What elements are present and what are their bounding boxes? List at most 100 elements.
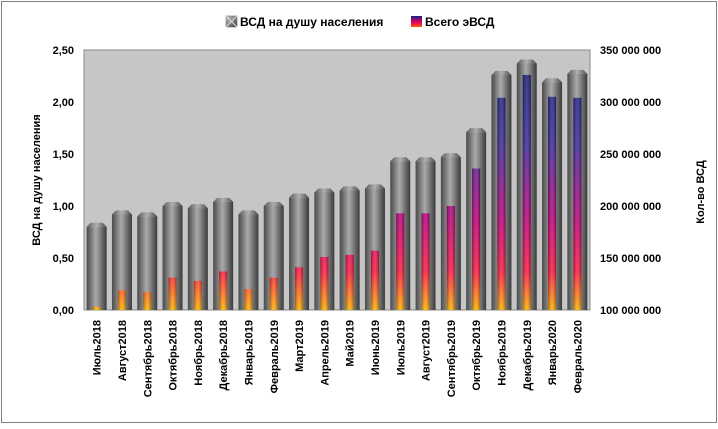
bar-per-capita	[314, 192, 335, 310]
bar-per-capita	[137, 216, 158, 310]
bar-total-shade	[219, 271, 228, 310]
bar-group	[364, 184, 385, 310]
category-labels: Июль2018 Август2018 Сентябрь2018 Октябрь201…	[92, 320, 585, 397]
y-left-tick-label: 2,50	[53, 45, 74, 57]
x-tick-label: Декабрь2018	[218, 320, 230, 390]
bar-total-shade	[168, 277, 177, 310]
y-left-tick-label: 0,50	[53, 253, 74, 265]
x-tick-label: Февраль2019	[269, 320, 281, 393]
bar-total-shade	[92, 306, 101, 310]
bar-per-capita	[339, 190, 360, 310]
x-tick-label: Июль2019	[395, 320, 407, 375]
x-tick-label: Март2019	[294, 320, 306, 372]
bar-per-capita	[187, 208, 208, 310]
bar-group	[339, 186, 360, 310]
bar-group	[213, 197, 234, 310]
bar-group	[289, 193, 310, 310]
bar-total-shade	[446, 206, 455, 310]
x-tick-label: Июнь2019	[370, 320, 382, 375]
bar-total-shade	[193, 280, 202, 310]
bar-group	[466, 128, 487, 310]
bar-per-capita	[263, 206, 284, 310]
bar-group	[415, 157, 436, 310]
bar-per-capita-cap	[213, 197, 234, 202]
bar-total-shade	[269, 277, 278, 310]
plot-area	[83, 49, 591, 311]
x-tick-label: Январь2019	[243, 320, 255, 385]
bar-total-shade	[421, 213, 430, 310]
bar-total-shade	[472, 168, 481, 310]
bar-per-capita-cap	[137, 212, 158, 217]
bar-group	[137, 212, 158, 310]
y-left-tick-label: 1,00	[53, 201, 74, 213]
x-tick-label: Сентябрь2019	[446, 320, 458, 397]
x-tick-label: Август2018	[117, 320, 129, 381]
y-right-tick-label: 350 000 000	[600, 45, 661, 57]
bar-group	[516, 59, 537, 311]
bar-per-capita-cap	[263, 202, 284, 206]
bars-group	[86, 59, 588, 311]
x-tick-label: Апрель2019	[319, 320, 331, 386]
legend-swatch-color	[411, 16, 422, 27]
y-right-tick-label: 200 000 000	[600, 201, 661, 213]
bar-group	[187, 204, 208, 310]
legend: ВСД на душу населения Всего эВСД	[225, 15, 495, 29]
y-left-tick-label: 0,00	[53, 305, 74, 317]
y-axis-left-label: ВСД на душу населения	[31, 114, 43, 245]
bar-per-capita-cap	[339, 186, 360, 191]
y-right-tick-label: 100 000 000	[600, 305, 661, 317]
bar-group	[111, 210, 132, 310]
x-tick-label: Февраль2020	[572, 320, 584, 393]
y-right-tick-label: 150 000 000	[600, 253, 661, 265]
bar-per-capita-cap	[187, 204, 208, 209]
x-tick-label: Июль2018	[92, 320, 104, 375]
bar-per-capita-cap	[314, 188, 335, 193]
bar-group	[263, 202, 284, 310]
x-tick-label: Декабрь2019	[522, 320, 534, 390]
x-tick-label: Август2019	[421, 320, 433, 381]
bar-group	[238, 210, 259, 310]
x-tick-label: Май2019	[345, 320, 357, 367]
bar-per-capita	[364, 188, 385, 310]
bar-per-capita	[213, 201, 234, 310]
bar-per-capita-cap	[364, 184, 385, 189]
x-tick-label: Ноябрь2018	[193, 320, 205, 386]
bar-group	[542, 78, 563, 311]
bar-group	[86, 222, 107, 310]
bar-total-shade	[396, 213, 405, 310]
x-tick-label: Январь2020	[547, 320, 559, 385]
legend-label-per-capita: ВСД на душу населения	[240, 15, 383, 29]
bar-per-capita	[162, 206, 183, 310]
bar-per-capita-cap	[440, 153, 461, 158]
bar-per-capita-cap	[516, 59, 537, 64]
bar-per-capita-cap	[390, 157, 411, 162]
bar-per-capita-cap	[542, 78, 563, 83]
bar-group	[162, 202, 183, 310]
bar-total-shade	[548, 96, 557, 310]
x-tick-label: Ноябрь2019	[496, 320, 508, 386]
bar-per-capita-cap	[111, 210, 132, 215]
bar-group	[314, 188, 335, 310]
bar-group	[440, 153, 461, 310]
bar-group	[491, 70, 512, 311]
bar-per-capita	[289, 197, 310, 310]
bar-per-capita-cap	[415, 157, 436, 162]
y-axis-right-label: Кол-во ВСД	[695, 160, 707, 224]
bar-per-capita-cap	[238, 210, 259, 215]
bar-total-shade	[345, 254, 354, 310]
right-axis-ticks: 100 000 000 150 000 000 200 000 000 250 000…	[600, 45, 661, 317]
bar-total-shade	[244, 289, 253, 310]
bar-per-capita-cap	[567, 69, 588, 74]
y-right-tick-label: 250 000 000	[600, 149, 661, 161]
y-left-tick-label: 2,00	[53, 97, 74, 109]
bar-per-capita-cap	[86, 222, 107, 227]
y-right-tick-label: 300 000 000	[600, 97, 661, 109]
bar-per-capita-cap	[491, 70, 512, 75]
x-tick-label: Октябрь2019	[471, 320, 483, 391]
bar-group	[390, 157, 411, 310]
bar-total-shade	[497, 97, 506, 310]
bar-total-shade	[320, 256, 329, 310]
x-tick-label: Сентябрь2018	[142, 320, 154, 397]
legend-label-total: Всего эВСД	[425, 15, 495, 29]
